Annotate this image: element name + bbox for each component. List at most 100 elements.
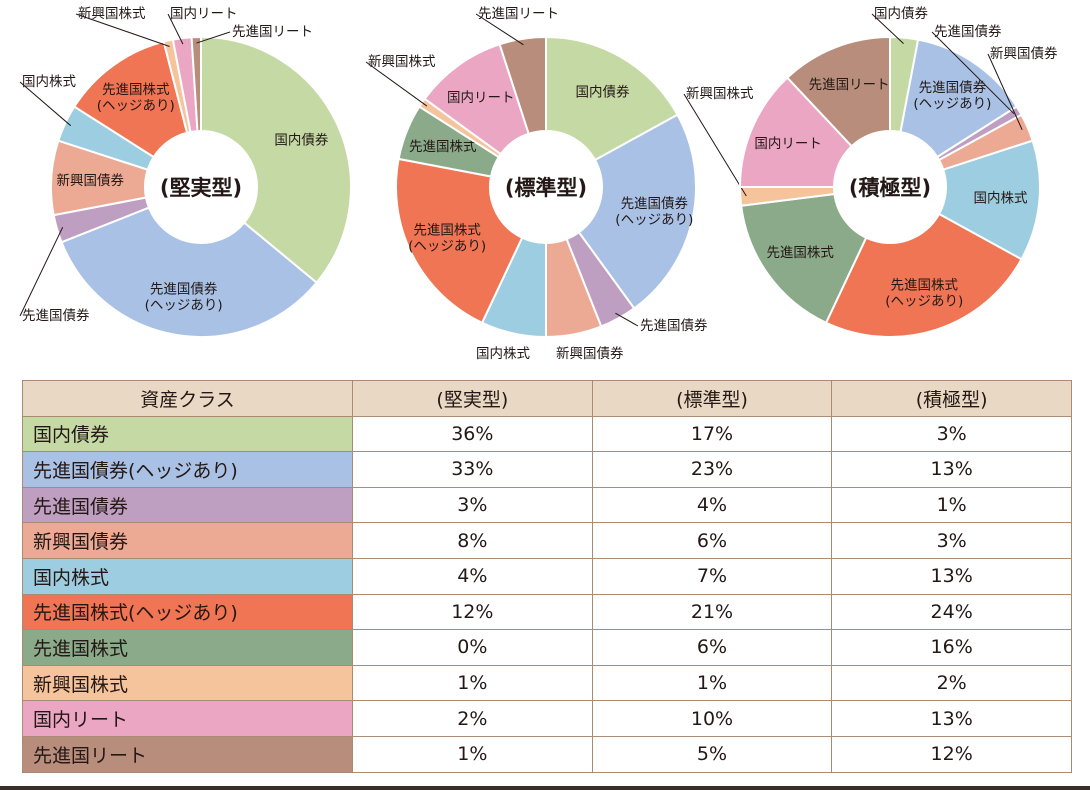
allocation-value-cell: 5% — [591, 735, 833, 773]
allocation-value-cell: 2% — [831, 664, 1072, 702]
table-row: 国内リート 2% 10% 13% — [22, 700, 1072, 737]
allocation-value-cell: 4% — [352, 557, 593, 595]
allocation-table: 資産クラス (堅実型) (標準型) (積極型) 国内債券 36% 17% 3% 先進国債… — [22, 380, 1072, 773]
donut-hole — [834, 131, 946, 243]
slice-label-outside: 先進国リート — [478, 6, 559, 22]
asset-class-cell: 先進国株式(ヘッジあり) — [22, 593, 353, 631]
table-row: 国内株式 4% 7% 13% — [22, 557, 1072, 595]
header-asset-class: 資産クラス — [22, 380, 353, 417]
leader-line — [987, 53, 1023, 131]
allocation-value-cell: 21% — [591, 593, 833, 631]
slice-label-outside: 国内株式 — [22, 74, 76, 90]
allocation-value-cell: 8% — [352, 522, 593, 559]
table-row: 先進国リート 1% 5% 12% — [22, 735, 1072, 773]
allocation-value-cell: 3% — [831, 522, 1072, 559]
leader-line — [75, 13, 170, 47]
slice-label: 国内株式 — [974, 190, 1028, 206]
leader-line — [475, 13, 524, 46]
slice-label-outside: 国内債券 — [874, 6, 928, 22]
allocation-value-cell: 10% — [591, 700, 833, 737]
donut-hole — [145, 131, 257, 243]
slice-label-outside: 新興国債券 — [990, 46, 1058, 62]
allocation-value-cell: 12% — [352, 593, 593, 631]
slice-label: 先進国株式(ヘッジあり) — [885, 278, 963, 310]
allocation-value-cell: 23% — [591, 451, 833, 488]
asset-class-cell: 先進国リート — [22, 735, 353, 773]
allocation-value-cell: 3% — [831, 415, 1072, 453]
leader-line — [871, 13, 904, 45]
leader-line — [19, 226, 64, 317]
leader-line — [167, 13, 184, 45]
allocation-value-cell: 1% — [591, 664, 833, 702]
slice-label-outside: 国内株式 — [476, 346, 530, 362]
slice-label-outside: 国内リート — [170, 6, 238, 22]
asset-class-cell: 国内債券 — [22, 415, 353, 453]
allocation-value-cell: 16% — [831, 629, 1072, 666]
header-aggressive: (積極型) — [831, 380, 1072, 417]
asset-class-cell: 国内株式 — [22, 557, 353, 595]
slice-label: 先進国株式(ヘッジあり) — [408, 222, 486, 254]
donut-charts: 国内債券 先進国債券(ヘッジあり) 先進国債券 新興国債券 国内株式 先進国株式(ヘッジあ… — [0, 0, 1090, 375]
allocation-value-cell: 1% — [831, 486, 1072, 524]
allocation-value-cell: 1% — [352, 735, 593, 773]
leader-line — [683, 93, 747, 197]
table-row: 先進国株式(ヘッジあり) 12% 21% 24% — [22, 593, 1072, 631]
allocation-value-cell: 6% — [591, 629, 833, 666]
asset-class-cell: 国内リート — [22, 700, 353, 737]
header-conservative: (堅実型) — [352, 380, 593, 417]
chart-title: (標準型) — [505, 176, 587, 200]
allocation-value-cell: 36% — [352, 415, 593, 453]
slice-label: 国内リート — [754, 136, 822, 152]
slice-label: 国内リート — [447, 90, 515, 106]
slice-label: 国内債券 — [274, 133, 328, 149]
allocation-value-cell: 3% — [352, 486, 593, 524]
leader-line — [615, 312, 639, 327]
chart-title: (積極型) — [849, 176, 931, 200]
header-standard: (標準型) — [591, 380, 833, 417]
asset-class-cell: 新興国株式 — [22, 664, 353, 702]
slice-label: 国内債券 — [576, 84, 630, 100]
slice-label-outside: 新興国株式 — [368, 54, 436, 70]
asset-class-cell: 先進国債券(ヘッジあり) — [22, 451, 353, 488]
leader-line — [196, 31, 231, 44]
leader-line — [19, 81, 72, 127]
table-row: 先進国株式 0% 6% 16% — [22, 629, 1072, 666]
table-row: 国内債券 36% 17% 3% — [22, 415, 1072, 453]
table-row: 新興国株式 1% 1% 2% — [22, 664, 1072, 702]
slice-label-outside: 先進国債券 — [640, 318, 708, 334]
allocation-value-cell: 13% — [831, 700, 1072, 737]
table-header-row: 資産クラス (堅実型) (標準型) (積極型) — [22, 380, 1072, 417]
allocation-value-cell: 33% — [352, 451, 593, 488]
allocation-value-cell: 4% — [591, 486, 833, 524]
slice-label-outside: 新興国債券 — [556, 346, 624, 362]
allocation-value-cell: 13% — [831, 557, 1072, 595]
slice-label: 先進国株式 — [766, 245, 834, 261]
leader-line — [365, 61, 428, 107]
donut-hole — [490, 131, 602, 243]
allocation-value-cell: 6% — [591, 522, 833, 559]
leader-line — [931, 31, 1015, 115]
allocation-value-cell: 0% — [352, 629, 593, 666]
donut-charts-svg: 国内債券先進国債券(ヘッジあり)先進国債券新興国債券国内株式先進国株式(ヘッジあ… — [19, 6, 1058, 362]
slice-label-outside: 先進国リート — [232, 24, 313, 40]
slice-label: 先進国債券(ヘッジあり) — [913, 80, 991, 112]
asset-class-cell: 新興国債券 — [22, 522, 353, 559]
slice-label: 先進国リート — [809, 77, 890, 93]
slice-label-outside: 先進国債券 — [934, 24, 1002, 40]
slice-label: 先進国株式(ヘッジあり) — [97, 82, 175, 114]
slice-label-outside: 先進国債券 — [22, 308, 90, 324]
allocation-value-cell: 17% — [591, 415, 833, 453]
slice-label: 先進国株式 — [409, 139, 477, 155]
table-row: 先進国債券 3% 4% 1% — [22, 486, 1072, 524]
allocation-value-cell: 13% — [831, 451, 1072, 488]
allocation-value-cell: 1% — [352, 664, 593, 702]
asset-class-cell: 先進国債券 — [22, 486, 353, 524]
slice-label-outside: 新興国株式 — [686, 86, 754, 102]
table-row: 新興国債券 8% 6% 3% — [22, 522, 1072, 559]
asset-class-cell: 先進国株式 — [22, 629, 353, 666]
allocation-value-cell: 24% — [831, 593, 1072, 631]
slice-label-outside: 新興国株式 — [78, 6, 146, 22]
